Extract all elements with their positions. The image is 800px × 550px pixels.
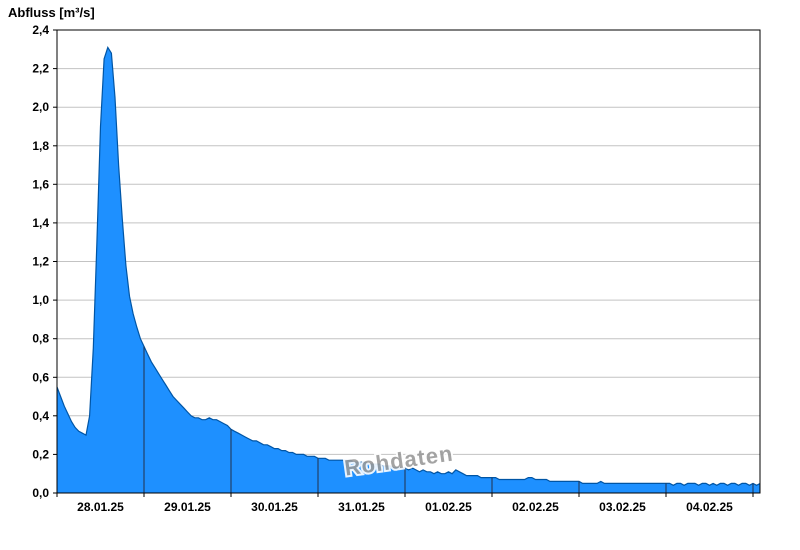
y-tick-label: 2,2 xyxy=(32,62,49,76)
x-tick-label: 01.02.25 xyxy=(425,500,472,514)
y-tick-label: 0,0 xyxy=(32,486,49,500)
y-tick-label: 2,0 xyxy=(32,100,49,114)
y-tick-label: 1,0 xyxy=(32,293,49,307)
y-tick-label: 1,2 xyxy=(32,255,49,269)
y-tick-label: 1,8 xyxy=(32,139,49,153)
x-tick-label: 28.01.25 xyxy=(77,500,124,514)
x-tick-label: 29.01.25 xyxy=(164,500,211,514)
x-tick-label: 30.01.25 xyxy=(251,500,298,514)
horizontal-gridlines xyxy=(57,68,760,455)
y-axis-ticks: 0,0 0,2 0,4 0,6 0,8 1,0 1,2 1,4 1,6 1,8 2,0 2,2 2,4 xyxy=(32,23,57,500)
y-axis-title: Abfluss [m³/s] xyxy=(8,5,95,20)
plot-area: 0,0 0,2 0,4 0,6 0,8 1,0 1,2 1,4 1,6 1,8 2,0 2,2 2,4 2… xyxy=(32,23,761,514)
y-tick-label: 0,2 xyxy=(32,447,49,461)
x-tick-label: 04.02.25 xyxy=(686,500,733,514)
y-tick-label: 0,6 xyxy=(32,370,49,384)
y-tick-label: 0,4 xyxy=(32,409,49,423)
y-tick-label: 1,4 xyxy=(32,216,49,230)
day-separator-lines xyxy=(143,346,754,493)
y-tick-label: 2,4 xyxy=(32,23,49,37)
x-tick-label: 03.02.25 xyxy=(599,500,646,514)
x-tick-label: 31.01.25 xyxy=(338,500,385,514)
area-series xyxy=(56,45,761,494)
x-axis-ticks: 28.01.25 29.01.25 30.01.25 31.01.25 01.02.25… xyxy=(56,493,754,514)
x-tick-label: 02.02.25 xyxy=(512,500,559,514)
y-tick-label: 0,8 xyxy=(32,332,49,346)
y-tick-label: 1,6 xyxy=(32,177,49,191)
